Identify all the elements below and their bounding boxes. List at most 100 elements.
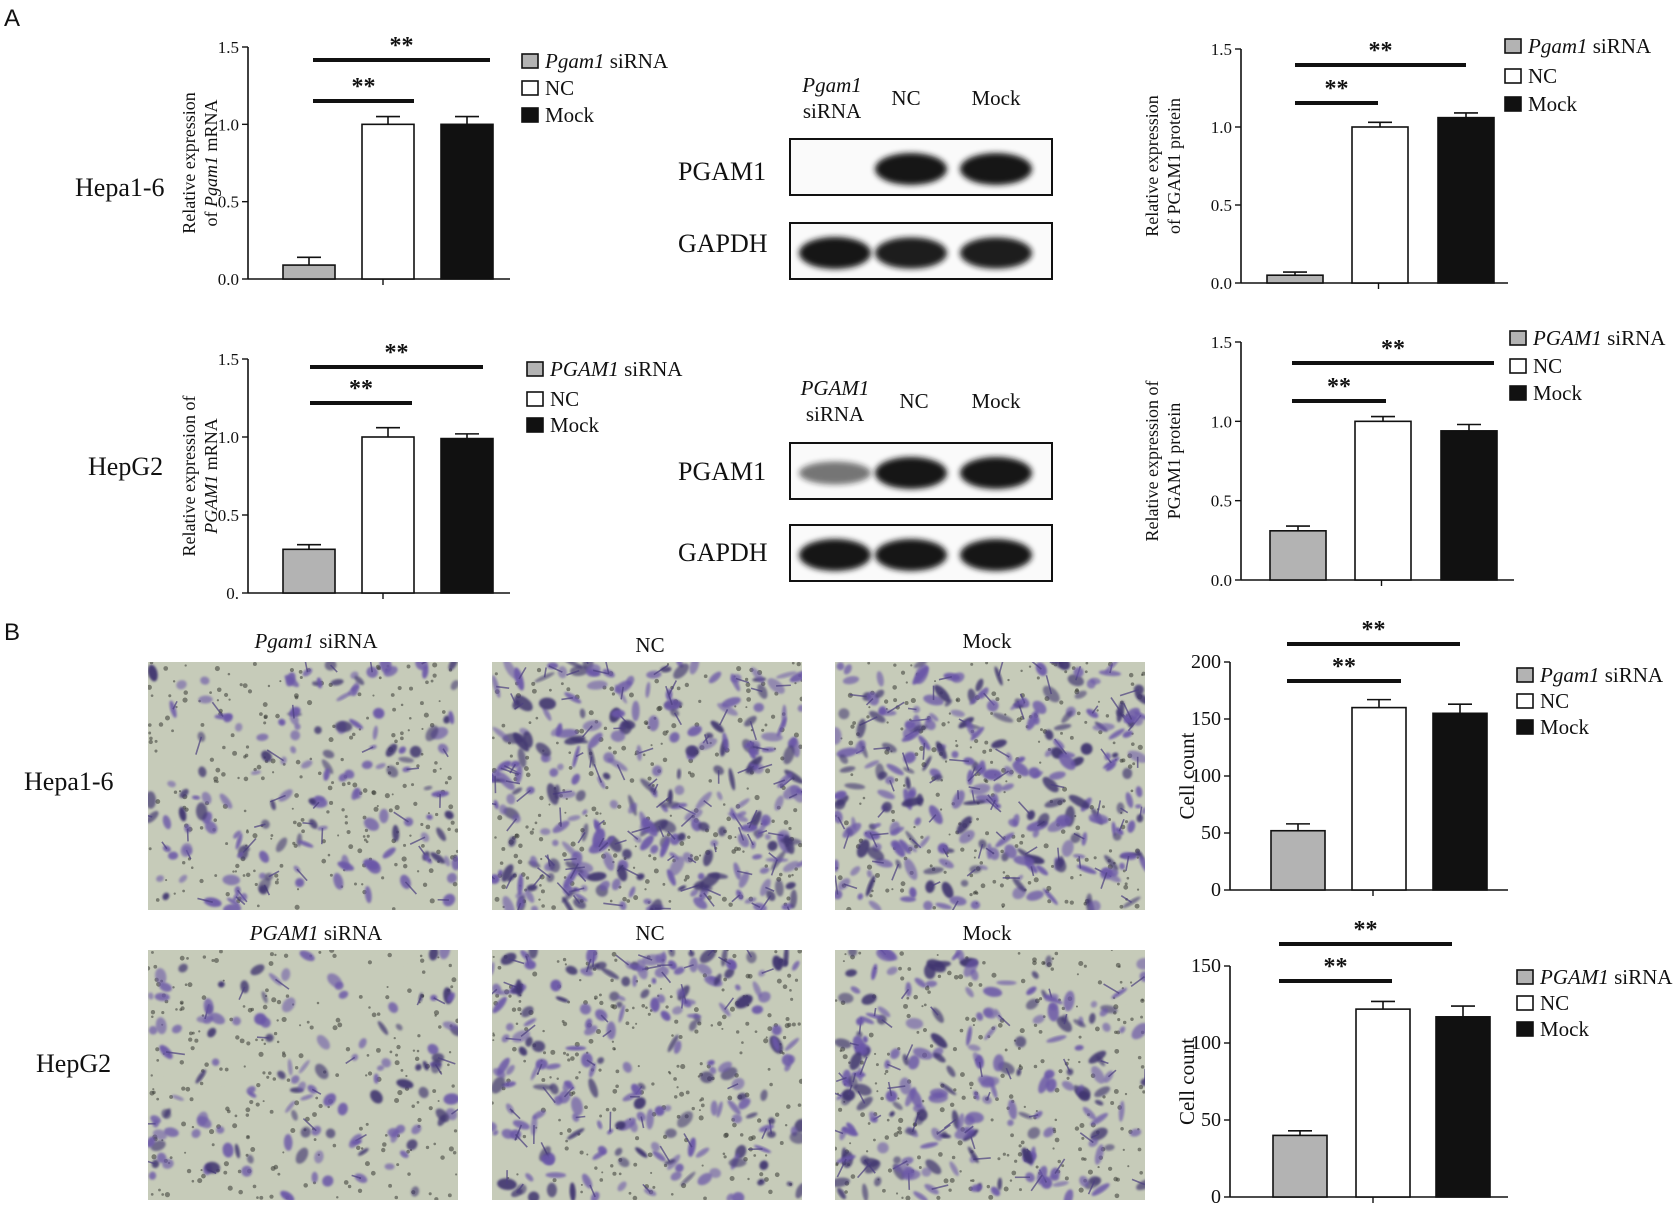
significance-stars: ** (385, 340, 409, 366)
bar (1270, 829, 1326, 891)
blot-row-label: GAPDH (678, 538, 768, 567)
y-tick-label: 0.5 (1211, 196, 1232, 215)
legend-swatch (1504, 96, 1522, 112)
row-label-b-hepg2: HepG2 (36, 1049, 111, 1078)
y-tick-label: 0.0 (1211, 274, 1232, 293)
bar (1437, 116, 1495, 284)
y-tick-label: 0.0 (1211, 571, 1232, 590)
y-tick-label: 1.0 (218, 428, 239, 447)
blot-band (799, 237, 871, 269)
micrograph-image (148, 950, 458, 1200)
y-axis-label: PGAM1 protein (1164, 403, 1184, 520)
legend-swatch (526, 391, 544, 407)
significance-stars: ** (1381, 336, 1405, 362)
micrograph-image (835, 662, 1145, 910)
chart-a_hepg2_mrna: 0. 0.5 1.0 1.5 Relative expression of PGAM1 m… (179, 340, 683, 603)
legend-entry: Mock (1540, 715, 1589, 739)
blot-band (960, 457, 1032, 489)
legend-swatch (521, 107, 539, 123)
legend-swatch (1509, 330, 1527, 346)
y-tick-label: 1.0 (1211, 412, 1232, 431)
micrograph-m_hepa_sirna: Pgam1 siRNA (148, 629, 458, 910)
legend-entry: Mock (550, 413, 599, 437)
bar (1355, 1008, 1411, 1198)
bar (361, 123, 415, 280)
significance-stars: ** (1327, 374, 1351, 400)
y-axis-label: Relative expression of (179, 396, 199, 557)
legend-entry: NC (1540, 689, 1569, 713)
legend-entry: NC (1528, 64, 1557, 88)
bar (440, 123, 494, 280)
legend-entry: Pgam1 siRNA (1527, 34, 1652, 58)
transwell-micrographs: Pgam1 siRNA NC Mock PGAM1 siRNA NC Mock (148, 629, 1145, 1200)
legend-entry: NC (545, 76, 574, 100)
blot-row-label: PGAM1 (678, 457, 766, 486)
micrograph-title: NC (635, 633, 664, 657)
micrograph-image (835, 950, 1145, 1200)
significance-stars: ** (352, 74, 376, 100)
legend-swatch (1516, 719, 1534, 735)
significance-stars: ** (1369, 38, 1393, 64)
legend-entry: NC (1533, 354, 1562, 378)
panel-label-b: B (4, 619, 20, 646)
legend-swatch (1516, 667, 1534, 683)
blot-row-label: PGAM1 (678, 157, 766, 186)
bar (1351, 706, 1407, 891)
lane-label: NC (891, 86, 920, 110)
y-tick-label: 1.5 (1211, 40, 1232, 59)
y-tick-label: 0. (226, 584, 239, 603)
blot-band (875, 153, 947, 185)
legend-swatch (1516, 1021, 1534, 1037)
bar (1269, 530, 1327, 581)
y-tick-label: 50 (1201, 1109, 1221, 1131)
legend-swatch (521, 53, 539, 69)
legend-entry: PGAM1 siRNA (1532, 326, 1666, 350)
micrograph-title: Mock (963, 629, 1012, 653)
row-label-a-hepg2: HepG2 (88, 452, 163, 481)
lane-label: Mock (972, 86, 1021, 110)
chart-b_hepa_count: 0 50 100 150 200 Cell count **** Pgam1 siRNANCM… (1175, 617, 1664, 901)
y-axis-label: Relative expression (1142, 95, 1162, 236)
blot-band (960, 153, 1032, 185)
y-axis-label: PGAM1 mRNA (201, 418, 221, 535)
y-axis-label: Relative expression (179, 92, 199, 233)
bar (440, 437, 494, 594)
significance-stars: ** (1324, 954, 1348, 980)
micrograph-title: NC (635, 921, 664, 945)
legend-entry: Mock (1533, 381, 1582, 405)
chart-a_hepa_mrna: 0.0 0.5 1.0 1.5 Relative expression of Pgam1 … (179, 33, 669, 289)
lane-label: PGAM1 (800, 376, 870, 400)
legend-swatch (1504, 68, 1522, 84)
lane-label: Pgam1 (801, 73, 862, 97)
blot-band (799, 539, 871, 571)
legend-entry: Mock (1528, 92, 1577, 116)
y-axis-label: Cell count (1175, 1038, 1199, 1125)
legend-entry: Mock (545, 103, 594, 127)
blot-band (875, 237, 947, 269)
significance-stars: ** (390, 33, 414, 59)
y-tick-label: 0.5 (218, 193, 239, 212)
micrograph-m_hepg2_mock: Mock (835, 921, 1145, 1200)
lane-label: siRNA (806, 402, 865, 426)
legend-swatch (1516, 995, 1534, 1011)
micrograph-m_hepg2_sirna: PGAM1 siRNA (148, 921, 458, 1200)
y-tick-label: 1.5 (218, 38, 239, 57)
micrograph-image (492, 662, 802, 910)
y-tick-label: 50 (1201, 822, 1221, 844)
blot-band (960, 237, 1032, 269)
legend-swatch (526, 361, 544, 377)
chart-a_hepa_protein: 0.0 0.5 1.0 1.5 Relative expression of PGAM1 … (1142, 34, 1652, 293)
bar (1435, 1016, 1491, 1198)
y-tick-label: 1.0 (1211, 118, 1232, 137)
lane-label: NC (899, 389, 928, 413)
bar (1351, 126, 1409, 284)
panel-label-a: A (4, 5, 20, 32)
row-label-a-hepa: Hepa1-6 (75, 173, 165, 202)
micrograph-m_hepa_mock: Mock (835, 629, 1145, 910)
y-tick-label: 100 (1191, 765, 1221, 787)
bar (282, 548, 336, 594)
